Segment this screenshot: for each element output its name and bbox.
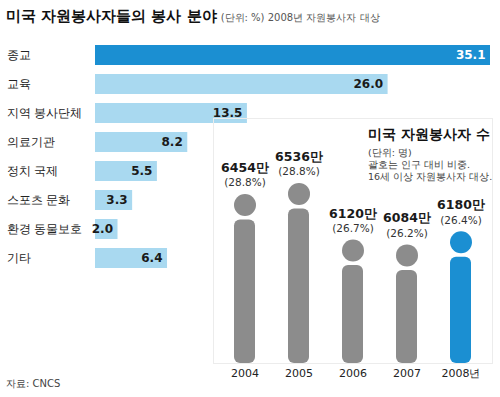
svg-text:(26.2%): (26.2%) [386,227,428,239]
svg-text:6454만: 6454만 [221,160,269,175]
svg-text:6120만: 6120만 [329,206,377,221]
html-text:미국 자원봉사자들의 봉사 분야 (단위: %) 2008년: 미국 자원봉사자들의 봉사 분야 (단위: %) 2008년 자원봉사자 대상 [6,7,380,25]
svg-text:6084만: 6084만 [383,210,431,225]
svg-text:6180만: 6180만 [437,197,485,212]
svg-text:26.0: 26.0 [353,77,383,91]
svg-text:스포츠 문화: 스포츠 문화 [7,193,71,207]
svg-text:(28.8%): (28.8%) [278,165,320,177]
html-text:괄호는 인구 대비 비중.: 괄호는 인구 대비 비중. [368,159,471,170]
svg-text:환경 동물보호: 환경 동물보호 [7,222,83,236]
svg-text:지역 봉사단체: 지역 봉사단체 [7,106,83,120]
svg-text:13.5: 13.5 [212,106,243,121]
html-text:자료: CNCS: 자료: CNCS [6,378,61,389]
svg-text:기타: 기타 [7,251,31,265]
svg-text:교육: 교육 [7,77,31,91]
svg-text:35.1: 35.1 [456,48,486,62]
svg-text:2006: 2006 [339,367,367,380]
svg-text:2005: 2005 [285,367,313,380]
svg-text:2008년: 2008년 [442,367,481,380]
svg-text:6.4: 6.4 [141,251,162,265]
svg-text:8.2: 8.2 [162,135,183,149]
svg-text:종교: 종교 [7,48,31,62]
svg-text:정치 국제: 정치 국제 [7,164,59,178]
svg-text:의료기관: 의료기관 [7,135,55,149]
svg-text:(26.7%): (26.7%) [332,222,374,234]
html-text:16세 이상 자원봉사자 대상.: 16세 이상 자원봉사자 대상. [368,171,493,182]
svg-text:2007: 2007 [393,367,421,380]
svg-text:(26.4%): (26.4%) [440,214,482,226]
html-text:미국 자원봉사자 수: 미국 자원봉사자 수 [368,126,490,142]
svg-text:6536만: 6536만 [275,149,323,164]
svg-text:2004: 2004 [231,367,259,380]
svg-text:3.3: 3.3 [106,193,127,207]
svg-text:5.5: 5.5 [131,164,152,178]
svg-text:(28.8%): (28.8%) [224,176,266,188]
html-text:(단위: 명): (단위: 명) [368,147,412,158]
svg-text:2.0: 2.0 [92,222,113,236]
